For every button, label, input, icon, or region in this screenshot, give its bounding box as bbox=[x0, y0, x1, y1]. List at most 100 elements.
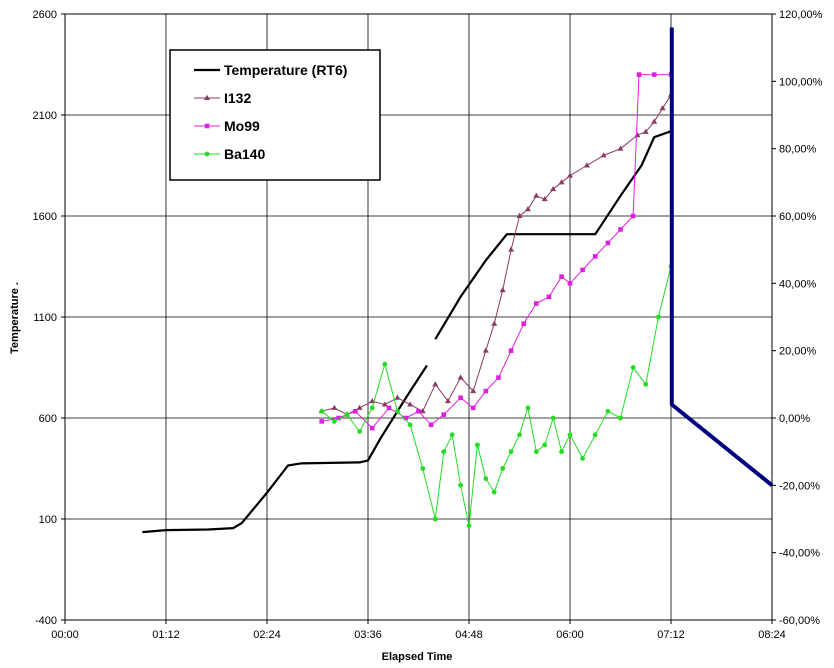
y-axis-title: Temperature . bbox=[9, 282, 21, 354]
point bbox=[651, 118, 658, 124]
point bbox=[651, 72, 657, 77]
point bbox=[634, 132, 641, 138]
point bbox=[541, 195, 548, 202]
point bbox=[353, 408, 358, 414]
tick-label-x: 04:48 bbox=[455, 629, 483, 641]
point bbox=[483, 388, 489, 394]
series-thick-line bbox=[669, 27, 774, 487]
point bbox=[470, 387, 477, 394]
tick-label-x: 01:12 bbox=[152, 629, 180, 641]
point bbox=[491, 489, 497, 495]
point bbox=[458, 482, 463, 488]
series-line bbox=[434, 130, 672, 340]
point bbox=[382, 361, 388, 367]
point bbox=[630, 213, 636, 219]
legend-label: Ba140 bbox=[224, 146, 265, 162]
point bbox=[441, 449, 447, 455]
point bbox=[483, 476, 489, 481]
point bbox=[567, 432, 573, 438]
tick-label-left: 2600 bbox=[33, 9, 57, 21]
point bbox=[630, 365, 636, 370]
series-ba140 bbox=[319, 264, 674, 529]
tick-label-x: 08:24 bbox=[758, 629, 786, 641]
tick-label-right: 40,00% bbox=[779, 278, 817, 290]
point bbox=[428, 422, 434, 428]
point bbox=[432, 381, 439, 387]
x-axis-ticks: 00:00 01:12 02:24 03:36 04:48 06:00 07:12 08:24 bbox=[51, 620, 786, 641]
series-line bbox=[669, 27, 774, 487]
point bbox=[580, 456, 586, 461]
tick-label-x: 03:36 bbox=[354, 629, 382, 641]
point bbox=[403, 415, 409, 421]
point bbox=[533, 192, 540, 198]
point bbox=[605, 240, 611, 246]
point bbox=[618, 227, 623, 232]
point bbox=[508, 449, 514, 455]
point bbox=[534, 301, 539, 306]
point bbox=[605, 408, 611, 414]
point bbox=[600, 152, 607, 158]
point bbox=[517, 432, 522, 438]
legend: Temperature (RT6) I132 Mo99 Ba140 bbox=[169, 49, 381, 181]
series-line bbox=[142, 364, 428, 534]
point bbox=[420, 466, 426, 471]
point bbox=[655, 314, 661, 320]
point bbox=[419, 408, 426, 414]
point bbox=[444, 397, 451, 404]
legend-label: I132 bbox=[224, 90, 251, 106]
series-line bbox=[321, 266, 672, 527]
point bbox=[331, 418, 337, 424]
point bbox=[567, 281, 573, 286]
point bbox=[559, 274, 564, 279]
point bbox=[331, 404, 338, 410]
series-layer bbox=[142, 27, 774, 534]
point bbox=[592, 254, 598, 259]
point bbox=[470, 405, 476, 411]
point bbox=[319, 419, 325, 424]
point bbox=[457, 374, 464, 380]
tick-label-left: 2100 bbox=[33, 110, 57, 122]
series-line bbox=[321, 94, 672, 416]
tick-label-right: -40,00% bbox=[779, 548, 820, 560]
point bbox=[381, 401, 388, 407]
point bbox=[407, 401, 414, 407]
point bbox=[618, 415, 623, 421]
point bbox=[508, 246, 515, 252]
point bbox=[395, 408, 400, 414]
point bbox=[542, 442, 548, 448]
tick-label-right: 120,00% bbox=[779, 9, 823, 21]
legend-label: Mo99 bbox=[224, 118, 260, 134]
point bbox=[546, 294, 552, 300]
left-axis-ticks: -400 100 600 1100 1600 2100 2600 bbox=[33, 9, 65, 627]
point bbox=[369, 425, 375, 431]
point bbox=[449, 432, 455, 438]
tick-label-left: 600 bbox=[39, 413, 57, 425]
point bbox=[583, 162, 590, 168]
x-axis-title: Elapsed Time bbox=[382, 651, 453, 663]
legend-label: Temperature (RT6) bbox=[224, 62, 347, 78]
point bbox=[508, 348, 514, 353]
tick-label-right: 20,00% bbox=[779, 346, 817, 358]
series-temperature-rt6 bbox=[142, 130, 672, 534]
tick-label-right: 0,00% bbox=[779, 413, 810, 425]
point bbox=[204, 94, 210, 100]
point bbox=[496, 375, 501, 380]
point bbox=[500, 466, 506, 471]
point bbox=[466, 523, 472, 529]
tick-label-left: 100 bbox=[39, 514, 57, 526]
legend-box bbox=[169, 49, 381, 181]
tick-label-right: 80,00% bbox=[779, 144, 817, 156]
point bbox=[580, 267, 585, 273]
point bbox=[336, 415, 341, 421]
point bbox=[432, 516, 438, 522]
point bbox=[482, 347, 489, 353]
point bbox=[592, 432, 598, 438]
tick-label-right: -20,00% bbox=[779, 480, 820, 492]
point bbox=[643, 381, 649, 387]
point bbox=[521, 321, 527, 327]
point bbox=[525, 405, 531, 411]
point bbox=[499, 286, 506, 293]
right-axis-ticks: -60,00% -40,00% -20,00% 0,00% 20,00% 40,00% 60… bbox=[772, 9, 823, 627]
point bbox=[204, 123, 210, 129]
point bbox=[475, 442, 480, 448]
